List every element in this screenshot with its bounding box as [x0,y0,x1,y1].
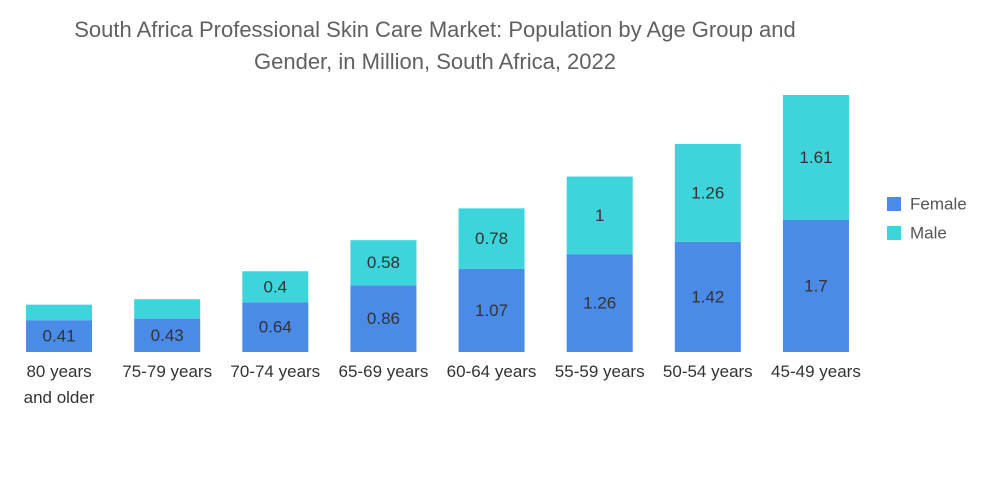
chart-title-line-1: South Africa Professional Skin Care Mark… [74,17,796,42]
legend-swatch-female [887,197,901,211]
legend: Female Male [887,194,967,242]
bar-value-labels: 0.41 0.43 0.64 0.4 0.86 0.58 1.07 0.78 1.26 1 1.42… [43,148,833,346]
bar-female-7 [782,220,849,352]
data-label-male-7: 1.61 [799,148,832,167]
x-tick-label-7: 45-49 years [771,362,861,381]
data-label-male-3: 0.58 [367,253,400,272]
data-label-female-6: 1.42 [691,287,724,306]
data-label-female-7: 1.7 [804,276,828,295]
bar-male-3 [350,240,417,286]
bar-male-0 [26,304,93,321]
bar-female-2 [242,302,309,352]
data-label-female-0: 0.41 [43,327,76,346]
bar-female-1 [134,318,201,352]
x-tick-label-5: 55-59 years [555,362,645,381]
x-tick-label-2: 70-74 years [230,362,320,381]
data-label-female-5: 1.26 [583,294,616,313]
bar-male-4 [458,208,525,269]
data-label-male-6: 1.26 [691,183,724,202]
legend-label-female: Female [910,194,967,213]
bar-male-1 [134,299,201,319]
x-tick-label-0: 80 years and older [24,362,95,407]
x-tick-label-1: 75-79 years [122,362,212,381]
bar-female-3 [350,285,417,352]
x-tick-label-3: 65-69 years [339,362,429,381]
bar-female-4 [458,268,525,352]
bar-female-5 [566,254,633,352]
chart-title-line-2: Gender, in Million, South Africa, 2022 [254,49,616,74]
data-label-male-2: 0.4 [263,277,287,296]
legend-swatch-male [887,226,901,240]
data-label-female-4: 1.07 [475,301,508,320]
bar-female-6 [674,241,741,352]
x-axis-tick-labels: 80 years and older 75-79 years 70-74 years 6… [24,362,861,407]
bar-male-7 [782,95,849,221]
bars-layer [26,95,849,352]
bar-male-2 [242,271,309,303]
data-label-female-2: 0.64 [259,318,292,337]
data-label-male-4: 0.78 [475,229,508,248]
bar-female-0 [26,320,93,352]
data-label-female-3: 0.86 [367,309,400,328]
bar-male-5 [566,176,633,255]
x-tick-label-6: 50-54 years [663,362,753,381]
data-label-male-5: 1 [595,206,604,225]
data-label-female-1: 0.43 [151,326,184,345]
x-tick-label-4: 60-64 years [447,362,537,381]
legend-label-male: Male [910,223,947,242]
chart-title: South Africa Professional Skin Care Mark… [0,14,870,78]
bar-male-6 [674,143,741,242]
